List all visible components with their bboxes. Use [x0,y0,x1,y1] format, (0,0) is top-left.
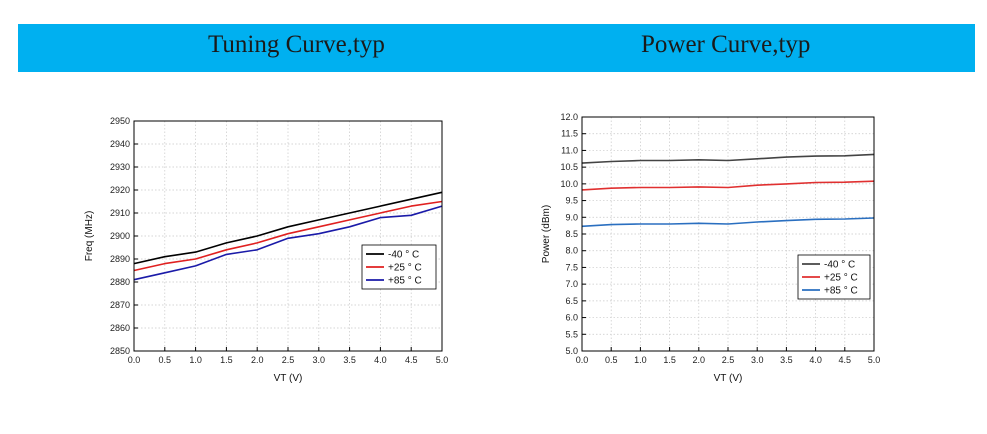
y-tick-label: 2880 [110,277,130,287]
x-tick-label: 5.0 [868,355,881,365]
x-axis-label: VT (V) [274,373,303,384]
x-tick-label: 4.0 [374,355,387,365]
x-tick-label: 0.5 [605,355,618,365]
tuning-curve-title: Tuning Curve,typ [208,31,385,58]
y-tick-label: 5.5 [565,329,578,339]
legend-label: +25 ° C [824,273,858,284]
y-tick-label: 11.0 [561,145,578,155]
x-tick-label: 3.0 [313,355,326,365]
x-tick-label: 1.0 [634,355,647,365]
y-tick-label: 2920 [110,185,130,195]
y-tick-label: 7.5 [565,262,578,272]
legend-label: -40 ° C [824,260,855,271]
y-tick-label: 12.0 [560,112,578,122]
x-tick-label: 2.0 [693,355,706,365]
x-tick-label: 2.5 [282,355,295,365]
x-tick-label: 4.0 [809,355,822,365]
y-tick-label: 2940 [110,139,130,149]
x-tick-label: 3.5 [343,355,356,365]
series-line [133,200,443,272]
power-curve-title: Power Curve,typ [641,31,811,58]
y-axis-label: Power (dBm) [541,205,552,263]
y-tick-label: 9.5 [565,196,578,206]
y-tick-label: 2870 [110,300,130,310]
x-tick-label: 1.0 [189,355,202,365]
y-tick-label: 2930 [110,162,130,172]
series-line [581,180,875,191]
series-line [133,205,443,281]
y-tick-label: 2900 [110,231,130,241]
x-tick-label: 5.0 [436,355,449,365]
legend-label: -40 ° C [388,250,419,261]
y-tick-label: 6.0 [565,313,578,323]
x-tick-label: 4.5 [839,355,852,365]
y-tick-label: 2910 [110,208,130,218]
y-tick-label: 5.0 [565,346,578,356]
y-axis-label: Freq (MHz) [84,211,95,262]
x-tick-label: 1.5 [220,355,233,365]
series-line [581,217,875,228]
series-line [581,153,875,164]
x-tick-label: 2.5 [722,355,735,365]
y-tick-label: 7.0 [565,279,578,289]
legend-label: +25 ° C [388,263,422,274]
series-line [133,191,443,265]
y-tick-label: 2950 [110,116,130,126]
plot-frame [133,120,443,352]
y-tick-label: 6.5 [565,296,578,306]
y-tick-label: 2890 [110,254,130,264]
x-tick-label: 3.0 [751,355,764,365]
y-tick-label: 11.5 [561,129,578,139]
y-tick-label: 10.0 [560,179,578,189]
x-tick-label: 0.0 [128,355,141,365]
y-tick-label: 8.0 [565,246,578,256]
legend-label: +85 ° C [824,286,858,297]
y-tick-label: 8.5 [565,229,578,239]
y-tick-label: 2860 [110,323,130,333]
header-banner: Tuning Curve,typ Power Curve,typ [18,24,975,72]
y-tick-label: 2850 [110,346,130,356]
x-tick-label: 2.0 [251,355,264,365]
legend-label: +85 ° C [388,276,422,287]
x-tick-label: 3.5 [780,355,793,365]
x-axis-label: VT (V) [714,373,743,384]
y-tick-label: 9.0 [565,212,578,222]
x-tick-label: 0.0 [576,355,589,365]
plot-frame [581,116,875,352]
x-tick-label: 4.5 [405,355,418,365]
x-tick-label: 0.5 [159,355,172,365]
x-tick-label: 1.5 [663,355,676,365]
y-tick-label: 10.5 [560,162,578,172]
